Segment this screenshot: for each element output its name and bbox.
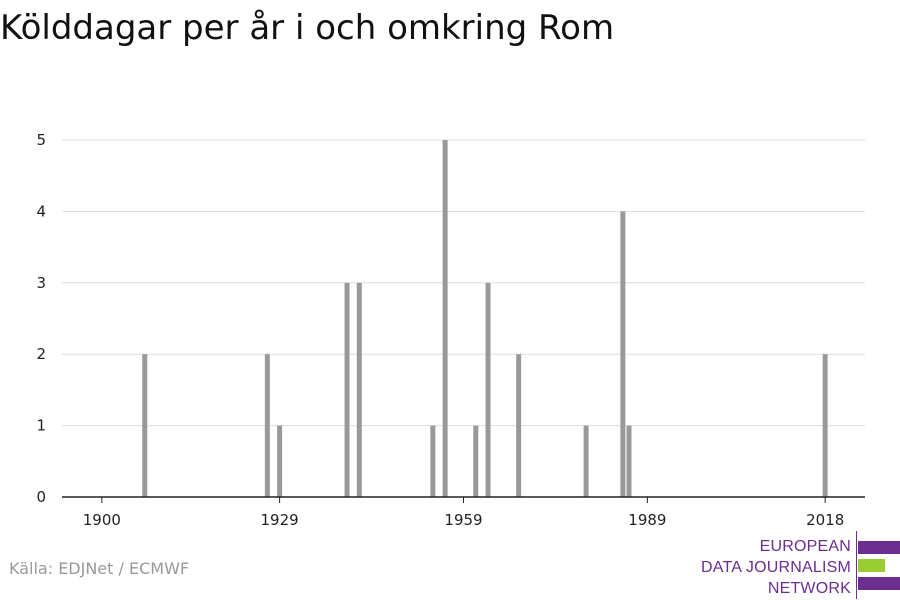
edjnet-logo: EUROPEAN DATA JOURNALISM NETWORK [700, 531, 900, 600]
source-note: Källa: EDJNet / ECMWF [9, 559, 190, 578]
bar-1986 [626, 425, 632, 497]
x-axis-ticks: 1900 1929 1959 1989 2018 [83, 497, 844, 529]
bar-1956 [442, 140, 448, 497]
bar-1985 [620, 211, 626, 497]
logo-bar-bottom [858, 577, 900, 590]
logo-bar-middle [858, 559, 885, 572]
bar-1927 [264, 354, 270, 497]
y-tick-label-1: 1 [36, 417, 46, 435]
gridlines [62, 139, 865, 427]
logo-text: EUROPEAN DATA JOURNALISM NETWORK [701, 536, 851, 599]
y-tick-label-4: 4 [36, 202, 46, 220]
logo-line-1: EUROPEAN [759, 538, 851, 555]
bar-1979 [583, 425, 589, 497]
y-tick-label-5: 5 [36, 131, 46, 149]
bar-2018 [822, 354, 828, 497]
logo-divider [856, 531, 857, 599]
logo-line-2: DATA JOURNALISM [701, 559, 851, 576]
x-tick-label-2018: 2018 [806, 511, 844, 529]
bar-1907 [142, 354, 148, 497]
y-tick-label-0: 0 [36, 488, 46, 506]
logo-bar-top [858, 541, 900, 554]
bar-1954 [430, 425, 436, 497]
y-axis-ticks: 0 1 2 3 4 5 [36, 131, 46, 506]
x-tick-label-1959: 1959 [444, 511, 482, 529]
bar-1961 [473, 425, 479, 497]
bar-1940 [344, 282, 350, 497]
logo-line-3: NETWORK [767, 580, 851, 597]
chart-title: Kölddagar per år i och omkring Rom [0, 8, 615, 48]
x-tick-label-1929: 1929 [261, 511, 299, 529]
bars [142, 140, 828, 497]
bar-1929 [277, 425, 283, 497]
bar-1968 [516, 354, 522, 497]
x-tick-label-1900: 1900 [83, 511, 121, 529]
bar-1942 [356, 282, 362, 497]
bar-1963 [485, 282, 491, 497]
y-tick-label-3: 3 [36, 274, 46, 292]
x-tick-label-1989: 1989 [628, 511, 666, 529]
y-tick-label-2: 2 [36, 345, 46, 363]
